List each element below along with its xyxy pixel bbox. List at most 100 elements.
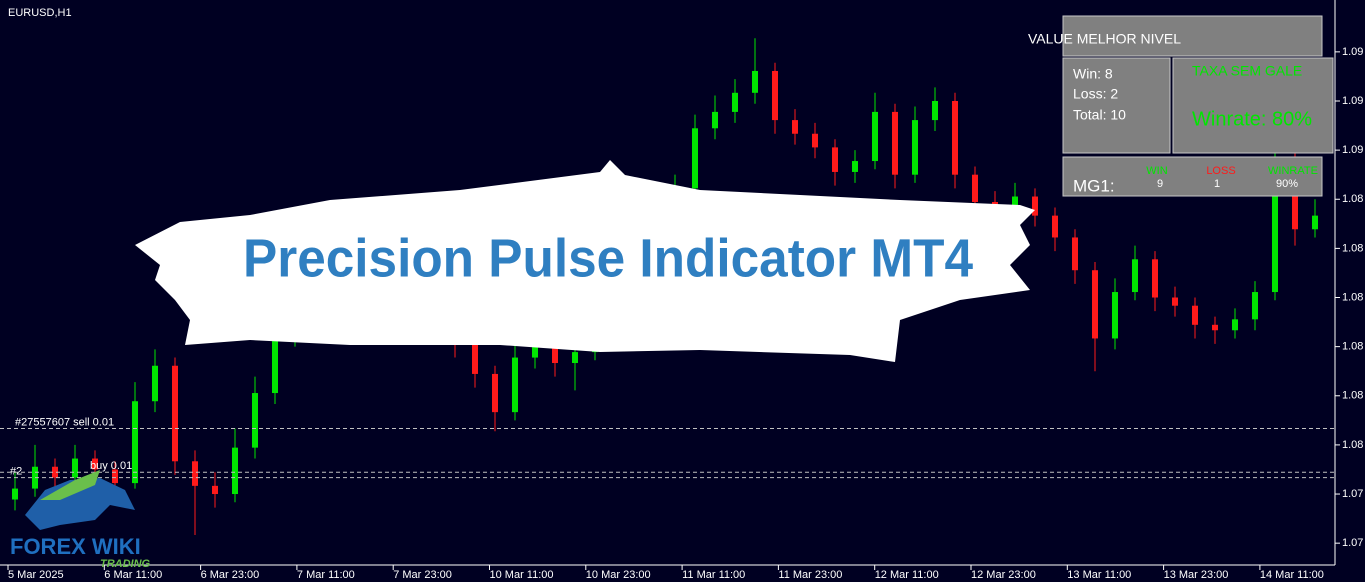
candle-body — [12, 488, 18, 500]
candle-body — [1252, 292, 1258, 320]
y-tick-label: 1.08 — [1342, 242, 1363, 254]
candle-body — [1152, 259, 1158, 298]
mg1-value: 1 — [1214, 178, 1220, 190]
logo: FOREX WIKI TRADING — [10, 470, 151, 570]
order-label: #2 — [10, 466, 22, 478]
x-tick-label: 5 Mar 2025 — [8, 569, 64, 581]
x-tick-label: 12 Mar 23:00 — [971, 569, 1036, 581]
candle-body — [872, 111, 878, 162]
stats-panel: VALUE MELHOR NIVEL Win: 8 Loss: 2 Total:… — [1028, 15, 1334, 197]
candle-body — [1032, 196, 1038, 216]
candle-body — [492, 373, 498, 413]
candle-body — [1132, 259, 1138, 293]
total-count: Total: 10 — [1073, 107, 1126, 123]
stats-box — [1062, 57, 1171, 154]
y-tick-label: 1.08 — [1342, 341, 1363, 353]
logo-name: FOREX WIKI — [10, 534, 141, 559]
y-tick-label: 1.09 — [1342, 46, 1363, 58]
candle-body — [172, 365, 178, 462]
candle-body — [512, 357, 518, 413]
candle-body — [1312, 215, 1318, 230]
candle-body — [792, 120, 798, 134]
x-tick-label: 12 Mar 11:00 — [875, 569, 939, 581]
x-tick-label: 10 Mar 11:00 — [490, 569, 554, 581]
candle-body — [572, 352, 578, 364]
candle-body — [752, 70, 758, 93]
x-tick-label: 11 Mar 11:00 — [682, 569, 745, 581]
candle-body — [532, 346, 538, 358]
x-tick-label: 13 Mar 11:00 — [1067, 569, 1131, 581]
candle-body — [52, 466, 58, 478]
y-tick-label: 1.08 — [1342, 439, 1363, 451]
candle-body — [772, 70, 778, 121]
y-tick-label: 1.07 — [1342, 488, 1363, 500]
banner-title: Precision Pulse Indicator MT4 — [243, 228, 973, 288]
x-tick-label: 13 Mar 23:00 — [1164, 569, 1229, 581]
candle-body — [1072, 237, 1078, 271]
candle-body — [1172, 297, 1178, 306]
candle-body — [832, 147, 838, 172]
x-tick-label: 6 Mar 23:00 — [201, 569, 260, 581]
mg1-header: LOSS — [1206, 165, 1235, 177]
candle-body — [272, 338, 278, 394]
mg1-label: MG1: — [1073, 176, 1115, 195]
candle-body — [1272, 161, 1278, 293]
mg1-value: 9 — [1157, 178, 1163, 190]
x-tick-label: 11 Mar 23:00 — [778, 569, 842, 581]
candle-body — [472, 343, 478, 374]
candle-body — [1212, 324, 1218, 331]
mg1-header: WIN — [1146, 165, 1167, 177]
y-tick-label: 1.08 — [1342, 291, 1363, 303]
candle-body — [692, 128, 698, 189]
logo-arrow — [40, 470, 100, 500]
panel-title-box — [1062, 15, 1323, 57]
candle-body — [1232, 319, 1238, 331]
order-label: buy 0.01 — [90, 460, 132, 472]
candle-body — [252, 393, 258, 448]
candle-body — [892, 111, 898, 175]
candle-body — [912, 120, 918, 175]
candle-body — [192, 461, 198, 486]
x-tick-label: 7 Mar 11:00 — [297, 569, 355, 581]
candle-body — [112, 469, 118, 484]
candle-body — [1012, 196, 1018, 208]
x-tick-label: 7 Mar 23:00 — [393, 569, 452, 581]
x-tick-label: 14 Mar 11:00 — [1260, 569, 1324, 581]
rate-box — [1172, 57, 1334, 154]
candle-body — [812, 133, 818, 148]
candle-body — [1052, 215, 1058, 238]
candle-body — [1092, 270, 1098, 339]
candle-body — [92, 458, 98, 470]
mg1-box — [1062, 156, 1323, 197]
mg1-value: 90% — [1276, 178, 1298, 190]
brush-stroke — [135, 160, 1035, 362]
candle-body — [1112, 292, 1118, 339]
symbol: EURUSD,H1 — [8, 7, 72, 19]
win-count: Win: 8 — [1073, 66, 1113, 82]
x-tick-label: 6 Mar 11:00 — [104, 569, 162, 581]
candle-body — [1192, 305, 1198, 325]
candle-body — [72, 458, 78, 478]
y-tick-label: 1.08 — [1342, 193, 1363, 205]
logo-sub: TRADING — [100, 558, 151, 570]
candle-body — [852, 161, 858, 172]
candle-body — [712, 111, 718, 129]
y-tick-label: 1.09 — [1342, 144, 1363, 156]
panel-title: VALUE MELHOR NIVEL — [1028, 31, 1181, 47]
loss-count: Loss: 2 — [1073, 86, 1118, 102]
candle-body — [932, 100, 938, 121]
banner: Precision Pulse Indicator MT4 — [135, 160, 1035, 362]
y-tick-label: 1.08 — [1342, 390, 1363, 402]
winrate: Winrate: 80% — [1192, 108, 1312, 130]
candle-body — [212, 485, 218, 495]
candle-body — [732, 92, 738, 112]
candle-body — [232, 447, 238, 495]
candle-body — [552, 346, 558, 364]
candle-body — [972, 174, 978, 202]
x-tick-label: 10 Mar 23:00 — [586, 569, 651, 581]
logo-bull — [25, 478, 135, 530]
candle-body — [952, 100, 958, 175]
candle-body — [132, 401, 138, 484]
